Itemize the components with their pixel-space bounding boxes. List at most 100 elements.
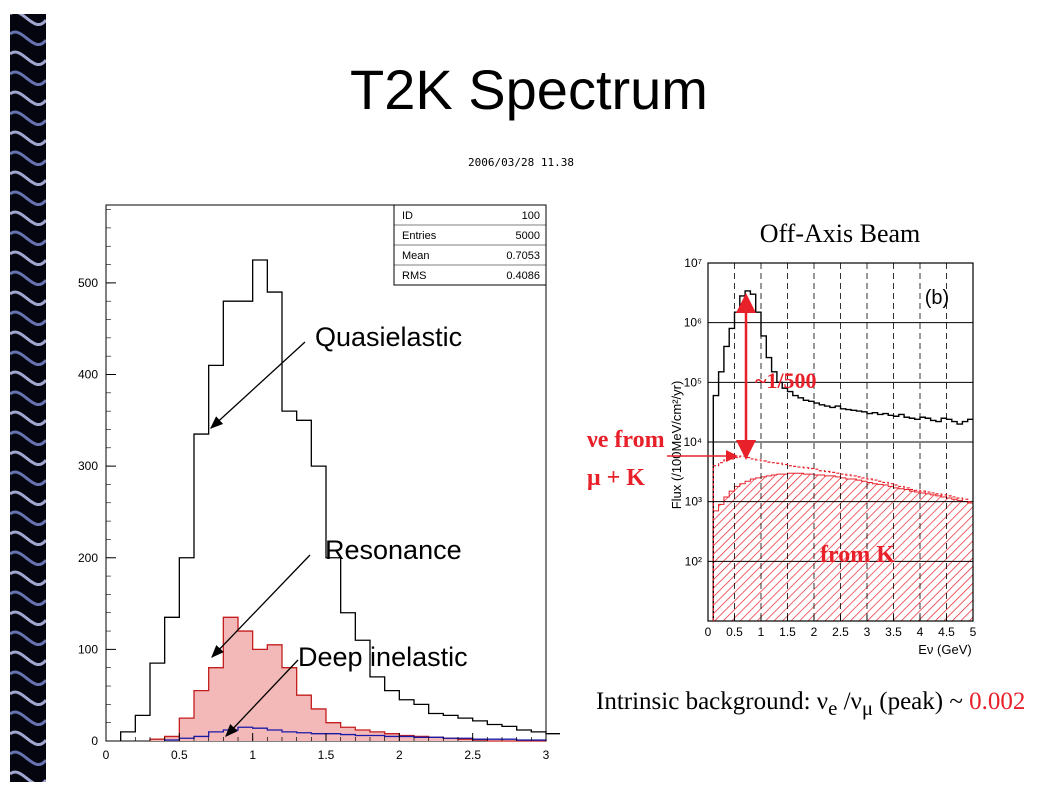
- offaxis-x-tick-label: 4: [917, 625, 924, 639]
- ratio-annotation: ~1/500: [755, 368, 817, 393]
- swirl-pattern: [10, 14, 46, 782]
- swirl-stroke: [10, 690, 46, 707]
- bg-note-sub-e: e: [828, 696, 838, 720]
- y-tick-label: 500: [78, 276, 98, 290]
- bg-note-prefix: Intrinsic background: ν: [596, 688, 829, 715]
- swirl-stroke: [10, 550, 46, 567]
- stats-key: Mean: [402, 250, 430, 262]
- x-tick-label: 0: [103, 748, 110, 762]
- quasielastic-label: Quasielastic: [315, 322, 463, 352]
- from-k-annotation: from K: [820, 542, 895, 568]
- swirl-stroke: [10, 150, 46, 167]
- swirl-stroke: [10, 14, 46, 27]
- offaxis-xlabel: Eν (GeV): [918, 642, 971, 657]
- swirl-stroke: [10, 530, 46, 547]
- swirl-stroke: [10, 230, 46, 247]
- swirl-stroke: [10, 170, 46, 187]
- swirl-stroke: [10, 130, 46, 147]
- from-k-hatched-area: [712, 472, 974, 622]
- swirl-stroke: [10, 190, 46, 207]
- x-tick-label: 1.5: [318, 748, 335, 762]
- offaxis-x-tick-label: 1.5: [779, 625, 796, 639]
- swirl-stroke: [10, 590, 46, 607]
- offaxis-x-tick-label: 4.5: [938, 625, 955, 639]
- stats-value: 0.7053: [506, 250, 540, 262]
- swirl-stroke: [10, 470, 46, 487]
- swirl-stroke: [10, 670, 46, 687]
- x-tick-label: 1: [249, 748, 256, 762]
- offaxis-panel-label: (b): [925, 287, 949, 309]
- swirl-stroke: [10, 570, 46, 587]
- offaxis-x-tick-label: 0: [705, 625, 712, 639]
- x-tick-label: 3: [543, 748, 550, 762]
- offaxis-y-tick-label: 10⁶: [684, 316, 702, 330]
- swirl-stroke: [10, 250, 46, 267]
- swirl-stroke: [10, 730, 46, 747]
- offaxis-y-tick-label: 10⁴: [683, 435, 702, 449]
- offaxis-title: Off-Axis Beam: [760, 219, 921, 248]
- offaxis-x-tick-label: 2: [811, 625, 818, 639]
- bg-note-suffix: (peak) ~: [873, 688, 970, 715]
- offaxis-ylabel: Flux (/100MeV/cm²/yr): [669, 381, 684, 510]
- swirl-stroke: [10, 630, 46, 647]
- bg-note-mid: /ν: [837, 688, 862, 715]
- nue-annotation-line2: μ + K: [587, 465, 645, 491]
- swirl-stroke: [10, 50, 46, 67]
- y-tick-label: 300: [78, 459, 98, 473]
- y-tick-label: 200: [78, 551, 98, 565]
- swirl-stroke: [10, 450, 46, 467]
- stats-key: RMS: [402, 270, 426, 282]
- swirl-stroke: [10, 70, 46, 87]
- swirl-stroke: [10, 710, 46, 727]
- swirl-stroke: [10, 370, 46, 387]
- stats-value: 100: [522, 210, 540, 222]
- offaxis-x-tick-label: 3: [864, 625, 871, 639]
- swirl-stroke: [10, 750, 46, 767]
- swirl-stroke: [10, 390, 46, 407]
- swirl-stroke: [10, 90, 46, 107]
- bg-note-value: 0.002: [969, 688, 1026, 715]
- offaxis-y-tick-label: 10³: [685, 495, 702, 509]
- swirl-stroke: [10, 210, 46, 227]
- stats-value: 5000: [516, 230, 540, 242]
- offaxis-y-tick-label: 10²: [685, 554, 702, 568]
- resonance-label: Resonance: [325, 535, 462, 565]
- swirl-stroke: [10, 310, 46, 327]
- swirl-stroke: [10, 270, 46, 287]
- timestamp: 2006/03/28 11.38: [468, 156, 574, 169]
- swirl-stroke: [10, 610, 46, 627]
- swirl-stroke: [10, 350, 46, 367]
- resonance-fill: [150, 617, 546, 741]
- stats-key: ID: [402, 210, 413, 222]
- stats-box: ID 100 Entries 5000 Mean 0.7053 RMS 0.4086: [393, 204, 547, 286]
- x-tick-label: 0.5: [171, 748, 188, 762]
- swirl-stroke: [10, 770, 46, 782]
- stats-value: 0.4086: [506, 270, 540, 282]
- swirl-stroke: [10, 490, 46, 507]
- y-tick-label: 100: [78, 642, 98, 656]
- offaxis-x-tick-label: 5: [970, 625, 977, 639]
- y-tick-label: 0: [91, 734, 98, 748]
- swirl-stroke: [10, 410, 46, 427]
- offaxis-x-tick-label: 0.5: [726, 625, 743, 639]
- stats-key: Entries: [402, 230, 437, 242]
- offaxis-y-tick-label: 10⁷: [684, 256, 702, 270]
- x-tick-label: 2.5: [464, 748, 481, 762]
- slide-title: T2K Spectrum: [350, 58, 708, 121]
- deep-inelastic-label: Deep inelastic: [298, 642, 468, 672]
- decorative-swirl-strip: [10, 14, 46, 782]
- nue-annotation-line1: νe from: [586, 427, 665, 453]
- swirl-stroke: [10, 110, 46, 127]
- swirl-stroke: [10, 330, 46, 347]
- offaxis-x-tick-label: 1: [758, 625, 765, 639]
- y-tick-label: 400: [78, 368, 98, 382]
- x-tick-label: 2: [396, 748, 403, 762]
- swirl-stroke: [10, 30, 46, 47]
- bg-note-sub-mu: μ: [861, 696, 874, 720]
- offaxis-x-tick-label: 3.5: [885, 625, 902, 639]
- quasielastic-series: [120, 259, 560, 741]
- right-offaxis-histogram: Off-Axis Beam (b) 0 0.5 1 1.5 2 2.5 3 3.5 4 4.5 5 …: [586, 219, 977, 657]
- intrinsic-background-note: Intrinsic background: νe /νμ (peak) ~ 0.…: [596, 688, 1025, 721]
- swirl-stroke: [10, 510, 46, 527]
- swirl-stroke: [10, 290, 46, 307]
